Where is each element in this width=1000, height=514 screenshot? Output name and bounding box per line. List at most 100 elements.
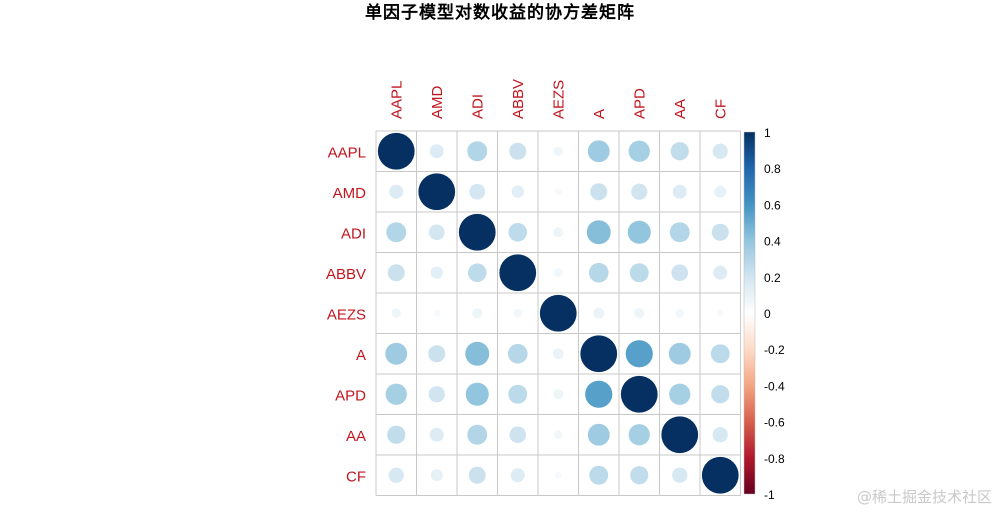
colorbar-tick-label: -0.8 bbox=[764, 452, 785, 466]
corr-circle-a-apd bbox=[625, 339, 654, 368]
corr-circle-apd-aa bbox=[668, 383, 691, 406]
corr-circle-abbv-amd bbox=[430, 266, 444, 280]
chart-title: 单因子模型对数收益的协方差矩阵 bbox=[365, 3, 635, 23]
corr-circle-adi-aa bbox=[669, 221, 691, 243]
corr-circle-amd-adi bbox=[468, 183, 486, 201]
corr-circle-amd-aa bbox=[672, 184, 688, 200]
corr-circle-amd-abbv bbox=[511, 185, 525, 199]
corr-circle-a-a bbox=[579, 334, 618, 373]
corr-circle-aezs-aapl bbox=[391, 308, 402, 319]
corr-circle-abbv-aezs bbox=[553, 267, 564, 278]
colorbar-tick-label: 0 bbox=[764, 307, 771, 321]
corr-circle-aa-abbv bbox=[508, 425, 527, 444]
row-label-adi: ADI bbox=[341, 225, 366, 242]
corr-circle-amd-a bbox=[589, 182, 608, 201]
column-labels: AAPL AMD ADI ABBV AEZS A APD AA CF bbox=[388, 79, 729, 119]
corr-circle-aezs-abbv bbox=[512, 308, 523, 319]
corr-circle-aezs-aa bbox=[674, 308, 685, 319]
corr-circle-aa-aezs bbox=[553, 429, 564, 440]
corr-circle-cf-adi bbox=[468, 466, 487, 485]
corr-circle-abbv-aa bbox=[670, 263, 689, 282]
corr-circle-aezs-cf bbox=[716, 309, 725, 318]
corr-circle-aa-amd bbox=[429, 427, 445, 443]
corr-circle-cf-cf bbox=[701, 456, 740, 495]
corr-circle-aapl-a bbox=[587, 139, 611, 163]
col-label-amd: AMD bbox=[429, 86, 446, 120]
colorbar-tick-label: -0.2 bbox=[764, 343, 785, 357]
circles bbox=[377, 132, 740, 495]
col-label-a: A bbox=[591, 109, 608, 119]
row-labels: AAPL AMD ADI ABBV AEZS A APD AA CF bbox=[326, 144, 366, 485]
row-label-cf: CF bbox=[346, 468, 366, 485]
watermark: @稀土掘金技术社区 bbox=[856, 488, 992, 506]
corr-circle-aa-apd bbox=[628, 423, 651, 446]
col-label-aapl: AAPL bbox=[388, 81, 405, 119]
corr-circle-abbv-aapl bbox=[387, 263, 406, 282]
corr-circle-aapl-cf bbox=[712, 143, 729, 160]
corr-circle-a-aapl bbox=[384, 342, 408, 366]
corr-circle-a-amd bbox=[427, 344, 446, 363]
corr-circle-cf-apd bbox=[629, 465, 649, 485]
corr-circle-amd-aezs bbox=[554, 187, 563, 196]
row-label-abbv: ABBV bbox=[326, 266, 366, 283]
col-label-aezs: AEZS bbox=[550, 80, 567, 119]
corr-circle-apd-adi bbox=[465, 382, 490, 407]
corr-circle-aapl-aa bbox=[670, 141, 690, 161]
colorbar-tick-label: -0.4 bbox=[764, 379, 785, 393]
corr-circle-abbv-cf bbox=[712, 265, 728, 281]
corr-circle-a-aezs bbox=[552, 347, 565, 360]
corr-circle-a-adi bbox=[464, 341, 490, 367]
corr-circle-amd-aapl bbox=[388, 184, 404, 200]
row-label-aa: AA bbox=[346, 428, 366, 445]
corr-circle-adi-apd bbox=[627, 220, 652, 245]
corr-circle-abbv-abbv bbox=[498, 253, 537, 292]
corr-circle-adi-a bbox=[586, 219, 612, 245]
corr-circle-abbv-adi bbox=[467, 263, 487, 283]
corr-circle-amd-amd bbox=[417, 172, 456, 211]
corr-circle-apd-aapl bbox=[385, 383, 408, 406]
row-label-apd: APD bbox=[335, 387, 366, 404]
corr-circle-apd-aezs bbox=[552, 388, 564, 400]
corr-circle-aa-aapl bbox=[386, 425, 406, 445]
colorbar: 1 0.8 0.6 0.4 0.2 0 -0.2 -0.4 -0.6 -0.8 -1 bbox=[743, 126, 785, 502]
corr-circle-aa-a bbox=[587, 423, 611, 447]
colorbar-tick-label: 0.8 bbox=[764, 162, 781, 176]
corr-circle-cf-amd bbox=[430, 468, 444, 482]
corr-circle-abbv-apd bbox=[629, 262, 650, 283]
corr-circle-amd-cf bbox=[713, 185, 727, 199]
colorbar-tick-label: 0.4 bbox=[764, 235, 781, 249]
corr-circle-abbv-a bbox=[588, 262, 610, 284]
corr-circle-adi-cf bbox=[711, 223, 730, 242]
row-label-aapl: AAPL bbox=[328, 144, 366, 161]
colorbar-gradient bbox=[743, 131, 756, 495]
corr-circle-cf-aa bbox=[671, 467, 688, 484]
corr-circle-a-cf bbox=[710, 343, 731, 364]
corr-circle-cf-a bbox=[588, 465, 609, 486]
corr-circle-aapl-apd bbox=[628, 140, 651, 163]
corr-circle-aezs-amd bbox=[432, 309, 441, 318]
col-label-cf: CF bbox=[712, 99, 729, 119]
corr-circle-aa-adi bbox=[466, 424, 488, 446]
corr-circle-amd-apd bbox=[630, 183, 648, 201]
corr-circle-aezs-adi bbox=[471, 307, 483, 319]
col-label-aa: AA bbox=[672, 99, 689, 119]
colorbar-tick-label: 0.2 bbox=[764, 271, 781, 285]
row-label-aezs: AEZS bbox=[327, 306, 366, 323]
colorbar-tick-label: 0.6 bbox=[764, 198, 781, 212]
corr-circle-aezs-aezs bbox=[539, 294, 578, 333]
corr-circle-apd-apd bbox=[620, 375, 659, 414]
corr-circle-aapl-aapl bbox=[377, 132, 416, 171]
corr-circle-a-abbv bbox=[507, 343, 529, 365]
corr-circle-adi-adi bbox=[458, 213, 497, 252]
corr-circle-apd-amd bbox=[428, 385, 446, 403]
corr-circle-cf-aezs bbox=[554, 471, 563, 480]
corr-circle-aapl-aezs bbox=[553, 146, 564, 157]
corr-circle-aa-cf bbox=[712, 426, 729, 443]
colorbar-tick-label: -1 bbox=[764, 488, 775, 502]
row-label-amd: AMD bbox=[333, 185, 367, 202]
corr-circle-aapl-abbv bbox=[508, 142, 527, 161]
row-label-a: A bbox=[356, 347, 366, 364]
corr-circle-adi-amd bbox=[428, 223, 446, 241]
colorbar-tick-label: 1 bbox=[764, 126, 771, 140]
col-label-abbv: ABBV bbox=[510, 79, 527, 119]
